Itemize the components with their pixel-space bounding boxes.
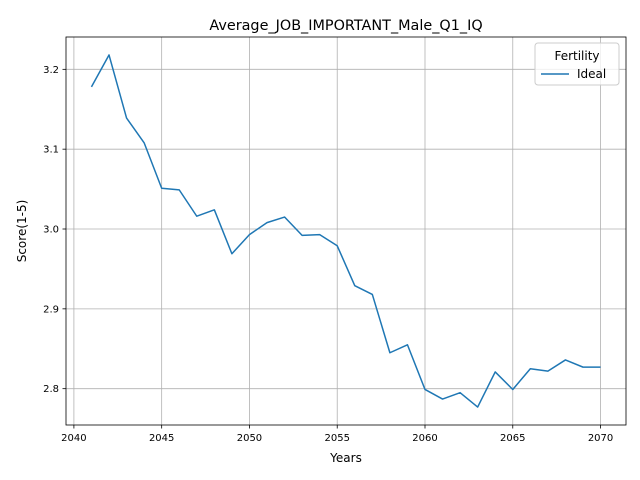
x-tick-label: 2045 [149,433,174,444]
legend-label: Ideal [577,67,606,81]
y-tick-label: 3.0 [43,225,59,236]
chart-title: Average_JOB_IMPORTANT_Male_Q1_IQ [209,18,482,34]
y-tick-label: 2.9 [43,304,59,315]
y-axis-label: Score(1-5) [15,200,29,263]
x-tick-label: 2055 [324,433,349,444]
legend-title: Fertility [554,49,599,63]
axes-frame [66,37,626,425]
x-tick-label: 2065 [500,433,525,444]
x-axis-ticks: 2040 2045 2050 2055 2060 2065 2070 [61,425,613,444]
x-axis-label: Years [329,451,362,465]
series-line-ideal [91,55,600,407]
y-axis-ticks: 2.8 2.9 3.0 3.1 3.2 [43,65,66,395]
grid [66,37,626,425]
x-tick-label: 2040 [61,433,86,444]
x-tick-label: 2070 [588,433,613,444]
y-tick-label: 3.1 [43,145,59,156]
legend: Fertility Ideal [535,43,619,85]
y-tick-label: 2.8 [43,384,59,395]
series-lines [91,55,600,407]
y-tick-label: 3.2 [43,65,59,76]
x-tick-label: 2050 [237,433,262,444]
x-tick-label: 2060 [412,433,437,444]
